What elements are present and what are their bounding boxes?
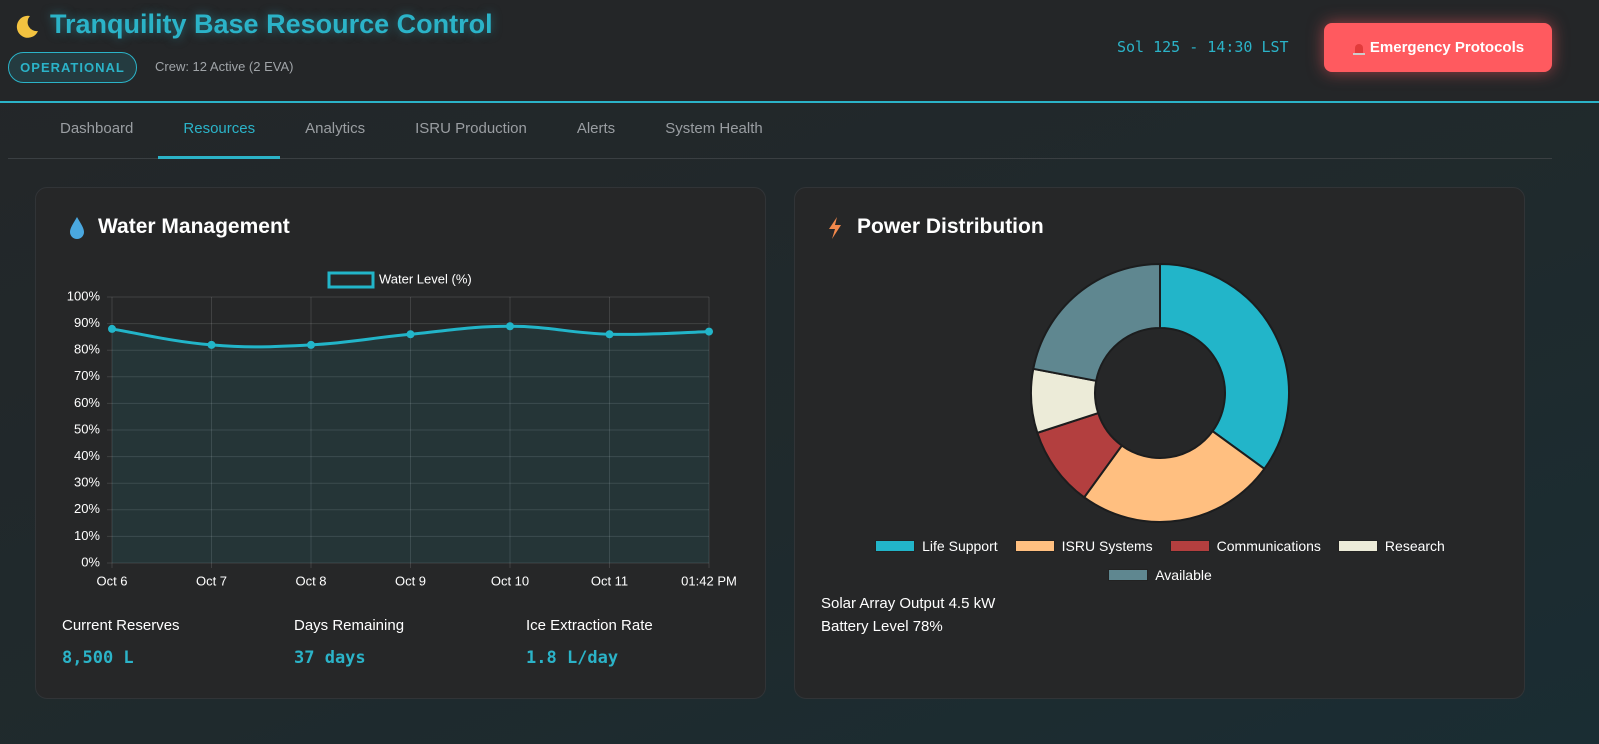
legend-swatch — [1337, 540, 1378, 552]
nav-tab[interactable]: Alerts — [576, 120, 616, 137]
legend-label: Communications — [1216, 538, 1321, 554]
y-tick-label: 10% — [74, 528, 100, 543]
crew-status: Crew: 12 Active (2 EVA) — [155, 59, 294, 74]
stat-label: Days Remaining — [294, 617, 405, 634]
nav-tab[interactable]: Analytics — [305, 120, 366, 137]
stat-value: 78% — [912, 618, 943, 635]
line-point — [207, 340, 216, 349]
water-panel: Water Management 0% 10% 20% 30% 40% 50% 60% 70%… — [35, 187, 766, 699]
legend-swatch — [1169, 540, 1210, 552]
doughnut-slice — [1159, 262, 1290, 471]
legend-item: Research — [1337, 538, 1445, 554]
stat-label: Current Reserves — [62, 617, 180, 634]
stat-value: 8,500 L — [62, 648, 134, 668]
nav-tab[interactable]: Dashboard — [60, 120, 134, 137]
line-point — [406, 330, 415, 339]
bolt-icon — [829, 217, 841, 239]
legend-label: Available — [1155, 567, 1212, 583]
legend-item: ISRU Systems — [1014, 538, 1153, 554]
stat-label: Solar Array Output — [821, 595, 945, 612]
drop-icon — [70, 217, 84, 239]
line-chart: 0% 10% 20% 30% 40% 50% 60% 70% 80% 90% 100% Oct 6 Oc… — [67, 271, 737, 588]
y-tick-label: 70% — [74, 368, 100, 383]
stat-value: 37 days — [294, 648, 366, 668]
x-tick-label: Oct 10 — [491, 573, 529, 588]
y-tick-label: 90% — [74, 315, 100, 330]
legend-label: ISRU Systems — [1061, 538, 1153, 554]
x-tick-label: Oct 11 — [591, 573, 628, 588]
legend-swatch — [1108, 569, 1149, 581]
stat-label: Battery Level — [821, 618, 909, 635]
emergency-label: Emergency Protocols — [1369, 39, 1525, 56]
legend: Life Support ISRU Systems Communications Re… — [870, 538, 1450, 583]
legend-item: Communications — [1169, 538, 1321, 554]
moon-icon — [16, 15, 38, 38]
legend-swatch — [327, 271, 375, 289]
doughnut-slice — [1032, 262, 1161, 382]
line-area — [112, 326, 709, 563]
stat-label: Ice Extraction Rate — [526, 617, 653, 634]
power-stat: Solar Array Output 4.5 kW — [821, 595, 995, 612]
line-point — [108, 324, 116, 333]
line-point — [506, 322, 514, 331]
y-tick-label: 50% — [74, 421, 100, 436]
panel-title: Power Distribution — [857, 215, 1044, 238]
line-point — [705, 327, 713, 336]
doughnut-slice — [1082, 429, 1266, 523]
y-tick-label: 100% — [67, 288, 101, 303]
y-tick-label: 80% — [74, 342, 100, 357]
power-panel: Power Distribution Life Support ISRU Syst… — [794, 187, 1525, 699]
clock: Sol 125 - 14:30 LST — [1117, 38, 1289, 56]
legend-label: Life Support — [922, 538, 998, 554]
nav-tab[interactable]: Resources — [158, 103, 281, 159]
legend-item: Life Support — [875, 538, 998, 554]
tab-bar: Dashboard Resources Analytics ISRU Producti… — [8, 103, 1552, 159]
emergency-button[interactable]: Emergency Protocols — [1324, 23, 1552, 72]
nav-tab[interactable]: ISRU Production — [415, 120, 527, 137]
nav-tab[interactable]: System Health — [665, 120, 763, 137]
legend-label: Research — [1384, 538, 1445, 554]
x-tick-label: Oct 7 — [196, 573, 227, 588]
power-stat: Battery Level 78% — [821, 618, 943, 635]
header: Tranquility Base Resource Control OPERAT… — [0, 0, 1599, 103]
y-tick-label: 40% — [74, 448, 100, 463]
x-tick-label: 01:42 PM — [681, 573, 737, 588]
doughnut-chart — [1030, 262, 1290, 523]
legend-item: Available — [1108, 567, 1212, 583]
stat-value: 1.8 L/day — [526, 648, 619, 668]
line-point — [307, 340, 315, 349]
x-tick-label: Oct 9 — [395, 573, 426, 588]
y-tick-label: 30% — [74, 475, 100, 490]
status-badge: OPERATIONAL — [8, 52, 137, 83]
stat-value: 4.5 kW — [948, 595, 996, 612]
legend-swatch — [875, 540, 916, 552]
legend-swatch — [1014, 540, 1055, 552]
app-title: Tranquility Base Resource Control — [50, 9, 493, 39]
y-tick-label: 60% — [74, 395, 100, 410]
siren-icon — [1352, 43, 1365, 55]
y-tick-label: 20% — [74, 501, 100, 516]
panel-title: Water Management — [98, 215, 290, 238]
x-tick-label: Oct 6 — [96, 573, 127, 588]
line-point — [605, 330, 614, 339]
legend-label: Water Level (%) — [379, 271, 472, 286]
x-tick-label: Oct 8 — [295, 573, 326, 588]
y-tick-label: 0% — [81, 554, 100, 569]
